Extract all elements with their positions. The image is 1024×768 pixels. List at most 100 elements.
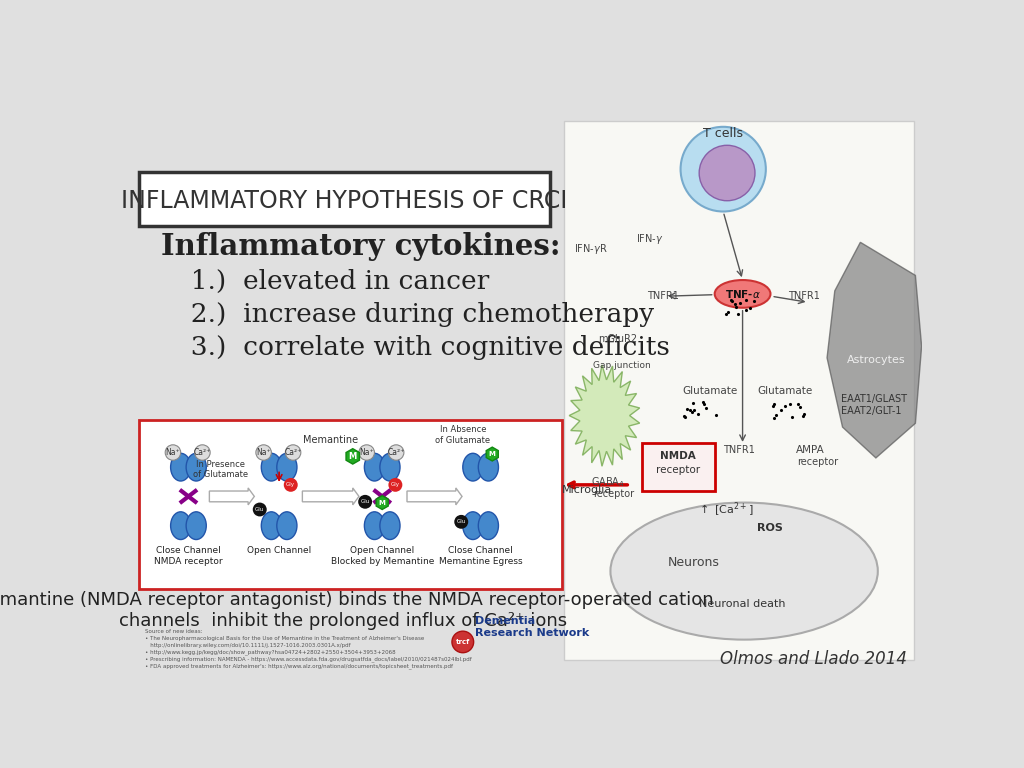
Text: Inflammatory cytokines:: Inflammatory cytokines: xyxy=(161,233,560,261)
Text: M: M xyxy=(488,451,496,457)
Ellipse shape xyxy=(186,453,206,481)
Circle shape xyxy=(681,127,766,211)
FancyBboxPatch shape xyxy=(642,443,715,491)
Text: Astrocytes: Astrocytes xyxy=(847,355,905,365)
Text: TNF-$\alpha$: TNF-$\alpha$ xyxy=(725,288,761,300)
Circle shape xyxy=(699,145,755,200)
Circle shape xyxy=(284,478,298,492)
Circle shape xyxy=(195,445,210,460)
Circle shape xyxy=(388,445,403,460)
Text: • Prescribing information: NAMENDA - https://www.accessdata.fda.gov/drugsatfda_d: • Prescribing information: NAMENDA - htt… xyxy=(145,657,472,662)
Ellipse shape xyxy=(261,511,282,540)
Circle shape xyxy=(358,495,372,508)
Text: • http://www.kegg.jp/kegg/doc/show_pathway?hsa04724+2802+2550+3504+3953+2068: • http://www.kegg.jp/kegg/doc/show_pathw… xyxy=(145,650,395,655)
Text: Dementia
Research Network: Dementia Research Network xyxy=(475,616,590,637)
Text: Na⁺: Na⁺ xyxy=(359,448,374,457)
Ellipse shape xyxy=(261,453,282,481)
Text: Source of new ideas:: Source of new ideas: xyxy=(145,629,203,634)
FancyBboxPatch shape xyxy=(139,172,550,226)
Text: Glu: Glu xyxy=(255,507,264,512)
Text: 2.)  increase during chemotherapy: 2.) increase during chemotherapy xyxy=(174,303,654,327)
Text: mGluR2: mGluR2 xyxy=(598,334,637,344)
Text: • FDA approved treatments for Alzheimer's: https://www.alz.org/national/document: • FDA approved treatments for Alzheimer'… xyxy=(145,664,453,669)
Text: http://onlinelibrary.wiley.com/doi/10.1111/j.1527-1016.2003.0301A.x/pdf: http://onlinelibrary.wiley.com/doi/10.11… xyxy=(145,643,350,647)
Text: Glutamate: Glutamate xyxy=(682,386,737,396)
Text: NMDA: NMDA xyxy=(660,452,696,462)
Text: TNFR1: TNFR1 xyxy=(723,445,755,455)
Text: In Presence
of Glutamate: In Presence of Glutamate xyxy=(194,460,249,479)
Text: Open Channel
Blocked by Memantine: Open Channel Blocked by Memantine xyxy=(331,547,434,566)
Circle shape xyxy=(388,478,402,492)
Circle shape xyxy=(455,515,468,528)
Text: T cells: T cells xyxy=(703,127,743,140)
Text: receptor: receptor xyxy=(798,457,839,467)
Text: $\uparrow$ [Ca$^{2+}$]: $\uparrow$ [Ca$^{2+}$] xyxy=(696,501,753,519)
Text: Memantine (NMDA receptor antagonist) binds the NMDA receptor-operated cation
cha: Memantine (NMDA receptor antagonist) bin… xyxy=(0,591,714,630)
Text: INFLAMMATORY HYPOTHESIS OF CRCI: INFLAMMATORY HYPOTHESIS OF CRCI xyxy=(121,189,567,213)
Circle shape xyxy=(253,502,266,516)
Text: AMPA: AMPA xyxy=(796,445,824,455)
Text: Glutamate: Glutamate xyxy=(758,386,813,396)
Ellipse shape xyxy=(463,453,483,481)
Ellipse shape xyxy=(365,453,385,481)
Polygon shape xyxy=(827,243,922,458)
Text: M: M xyxy=(379,499,386,505)
Text: IFN-$\gamma$R: IFN-$\gamma$R xyxy=(573,243,607,257)
Text: GABA$_A$: GABA$_A$ xyxy=(592,475,626,488)
Text: Ca²⁺: Ca²⁺ xyxy=(194,448,211,457)
FancyArrow shape xyxy=(302,488,359,505)
Text: Gly: Gly xyxy=(391,482,400,488)
Text: trcf: trcf xyxy=(456,639,470,645)
Circle shape xyxy=(286,445,301,460)
FancyArrow shape xyxy=(407,488,462,505)
Ellipse shape xyxy=(380,511,400,540)
Text: TNFR1: TNFR1 xyxy=(647,290,679,300)
Ellipse shape xyxy=(380,453,400,481)
Text: 1.)  elevated in cancer: 1.) elevated in cancer xyxy=(174,270,489,294)
Text: Memantine: Memantine xyxy=(303,435,358,445)
Ellipse shape xyxy=(715,280,770,308)
Circle shape xyxy=(359,445,375,460)
Ellipse shape xyxy=(365,511,385,540)
Circle shape xyxy=(165,445,180,460)
Text: Open Channel: Open Channel xyxy=(247,547,311,555)
Text: Close Channel
Memantine Egress: Close Channel Memantine Egress xyxy=(439,547,522,566)
Text: In Absence
of Glutamate: In Absence of Glutamate xyxy=(435,425,490,445)
Text: M: M xyxy=(348,452,357,461)
Ellipse shape xyxy=(276,511,297,540)
Text: Neurons: Neurons xyxy=(668,556,720,569)
Text: IFN-$\gamma$: IFN-$\gamma$ xyxy=(636,232,664,247)
Text: Neuronal death: Neuronal death xyxy=(699,598,785,608)
Ellipse shape xyxy=(186,511,206,540)
Text: Ca²⁺: Ca²⁺ xyxy=(387,448,404,457)
Polygon shape xyxy=(569,365,640,466)
Text: receptor: receptor xyxy=(656,465,700,475)
Text: Olmos and Llado 2014: Olmos and Llado 2014 xyxy=(720,650,907,667)
Circle shape xyxy=(256,445,271,460)
Text: TNFR1: TNFR1 xyxy=(788,290,820,300)
Text: ROS: ROS xyxy=(757,523,782,533)
Text: 3.)  correlate with cognitive deficits: 3.) correlate with cognitive deficits xyxy=(174,336,671,360)
FancyBboxPatch shape xyxy=(139,420,562,589)
Ellipse shape xyxy=(171,453,190,481)
FancyArrow shape xyxy=(209,488,254,505)
Ellipse shape xyxy=(478,453,499,481)
Ellipse shape xyxy=(276,453,297,481)
Ellipse shape xyxy=(171,511,190,540)
Text: receptor: receptor xyxy=(593,489,634,499)
Text: Na⁺: Na⁺ xyxy=(166,448,180,457)
Text: • The Neuropharmacological Basis for the Use of Memantine in the Treatment of Al: • The Neuropharmacological Basis for the… xyxy=(145,636,424,641)
Text: EAAT1/GLAST: EAAT1/GLAST xyxy=(841,394,907,404)
Text: Glu: Glu xyxy=(457,519,466,525)
Text: Gly: Gly xyxy=(287,482,295,488)
Ellipse shape xyxy=(463,511,483,540)
Text: Ca²⁺: Ca²⁺ xyxy=(285,448,302,457)
Text: Glu: Glu xyxy=(360,499,370,505)
Ellipse shape xyxy=(610,502,878,640)
Circle shape xyxy=(452,631,474,653)
Text: EAAT2/GLT-1: EAAT2/GLT-1 xyxy=(841,406,901,416)
Text: Microglia: Microglia xyxy=(562,485,612,495)
Ellipse shape xyxy=(478,511,499,540)
Text: Close Channel
NMDA receptor: Close Channel NMDA receptor xyxy=(155,547,223,566)
Text: Gap junction: Gap junction xyxy=(593,361,650,370)
